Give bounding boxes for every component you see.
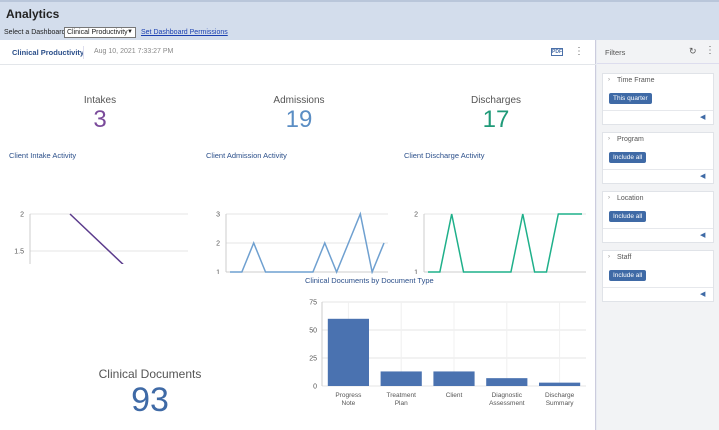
timestamp: Aug 10, 2021 7:33:27 PM: [94, 48, 174, 55]
bar: [380, 371, 422, 386]
chevron-down-icon: ▼: [127, 29, 133, 35]
kpi-discharges-label: Discharges: [470, 95, 522, 106]
filter-value-button[interactable]: Include all: [609, 270, 647, 281]
tab-clinical-productivity[interactable]: Clinical Productivity: [12, 48, 85, 57]
filters-title: Filters: [605, 48, 626, 57]
y-tick-label: 50: [309, 328, 317, 335]
filters-header: Filters ↻ ⋮: [597, 40, 719, 64]
kpi-discharges-value: 17: [482, 106, 510, 133]
filter-name: Staff: [617, 254, 632, 261]
dashboard-select-label: Select a Dashboard: [4, 29, 66, 36]
y-tick-label: 1.5: [14, 249, 24, 256]
series-line: [69, 213, 124, 264]
y-tick-label: 75: [309, 300, 317, 307]
edit-filter-icon[interactable]: ◀: [700, 232, 706, 239]
filter-name: Location: [617, 195, 644, 202]
divider: [603, 110, 713, 111]
filters-more-icon[interactable]: ⋮: [705, 45, 715, 56]
edit-filter-icon[interactable]: ◀: [700, 114, 706, 121]
more-options-icon[interactable]: ⋮: [574, 46, 584, 57]
y-tick-label: 2: [216, 241, 220, 248]
intake-line-chart: 11.528/3/218/4/21: [14, 212, 188, 264]
filter-location: › Location Include all ◀: [602, 191, 714, 243]
chevron-right-icon[interactable]: ›: [608, 77, 610, 83]
header-divider: [83, 46, 84, 59]
clinical-documents-label: Clinical Documents: [98, 367, 202, 381]
dashboard-select-value: Clinical Productivity: [67, 29, 128, 36]
dashboard-panel: Clinical Productivity Aug 10, 2021 7:33:…: [0, 40, 596, 430]
y-tick-label: 25: [309, 356, 317, 363]
x-tick-label: Treatment Plan: [387, 392, 417, 407]
filter-program: › Program Include all ◀: [602, 132, 714, 184]
y-tick-label: 2: [414, 212, 418, 219]
y-tick-label: 0: [313, 384, 317, 391]
filter-staff: › Staff Include all ◀: [602, 250, 714, 302]
x-tick-label: Diagnostic Assessment: [489, 392, 525, 407]
filter-value-button[interactable]: Include all: [609, 152, 647, 163]
bar: [327, 318, 369, 386]
discharge-line-chart: 127/6/217/7/217/12/217/13/217/15/217/19/…: [414, 212, 586, 275]
y-tick-label: 2: [20, 212, 24, 219]
filter-value-button[interactable]: Include all: [609, 211, 647, 222]
divider: [603, 287, 713, 288]
divider: [603, 169, 713, 170]
filters-panel: Filters ↻ ⋮ › Time Frame This quarter ◀ …: [597, 40, 719, 430]
dashboard-select[interactable]: Clinical Productivity ▼: [64, 27, 136, 38]
discharge-chart-title: Client Discharge Activity: [404, 151, 485, 160]
clinical-documents-value: 93: [131, 381, 169, 419]
pdf-export-icon[interactable]: PDF: [551, 48, 563, 56]
bar: [539, 382, 581, 386]
chevron-right-icon[interactable]: ›: [608, 254, 610, 260]
bar: [486, 378, 528, 386]
refresh-icon[interactable]: ↻: [689, 46, 697, 56]
set-permissions-link[interactable]: Set Dashboard Permissions: [141, 29, 228, 36]
filter-value-button[interactable]: This quarter: [609, 93, 652, 104]
divider: [603, 228, 713, 229]
edit-filter-icon[interactable]: ◀: [700, 291, 706, 298]
x-tick-label: Client: [446, 392, 463, 399]
y-tick-label: 1: [216, 270, 220, 275]
dashboard-header: Clinical Productivity Aug 10, 2021 7:33:…: [0, 40, 596, 65]
top-bar: Analytics Select a Dashboard Clinical Pr…: [0, 0, 719, 40]
filter-name: Program: [617, 136, 644, 143]
admission-chart-title: Client Admission Activity: [206, 151, 287, 160]
admission-line-chart: 1237/6/217/7/217/12/217/13/217/15/217/19…: [216, 211, 388, 275]
series-line: [428, 213, 582, 273]
app-title: Analytics: [6, 7, 60, 21]
y-tick-label: 1: [414, 270, 418, 275]
kpi-admissions-value: 19: [285, 106, 313, 133]
kpi-intakes-label: Intakes: [83, 95, 117, 106]
chevron-right-icon[interactable]: ›: [608, 195, 610, 201]
intake-chart-title: Client Intake Activity: [9, 151, 77, 160]
filter-name: Time Frame: [617, 77, 655, 84]
x-tick-label: Discharge Summary: [545, 392, 575, 407]
kpi-admissions-label: Admissions: [273, 95, 325, 106]
bar: [433, 371, 475, 386]
x-tick-label: Progress Note: [335, 392, 362, 407]
chevron-right-icon[interactable]: ›: [608, 136, 610, 142]
kpi-intakes-value: 3: [93, 106, 107, 133]
documents-chart-title: Clinical Documents by Document Type: [305, 276, 434, 285]
series-line: [230, 211, 385, 274]
y-tick-label: 3: [216, 212, 220, 219]
filter-time-frame: › Time Frame This quarter ◀: [602, 73, 714, 125]
edit-filter-icon[interactable]: ◀: [700, 173, 706, 180]
documents-bar-chart: 0 25 50 75 Progress Note Treatment Plan Client Di…: [309, 300, 586, 407]
